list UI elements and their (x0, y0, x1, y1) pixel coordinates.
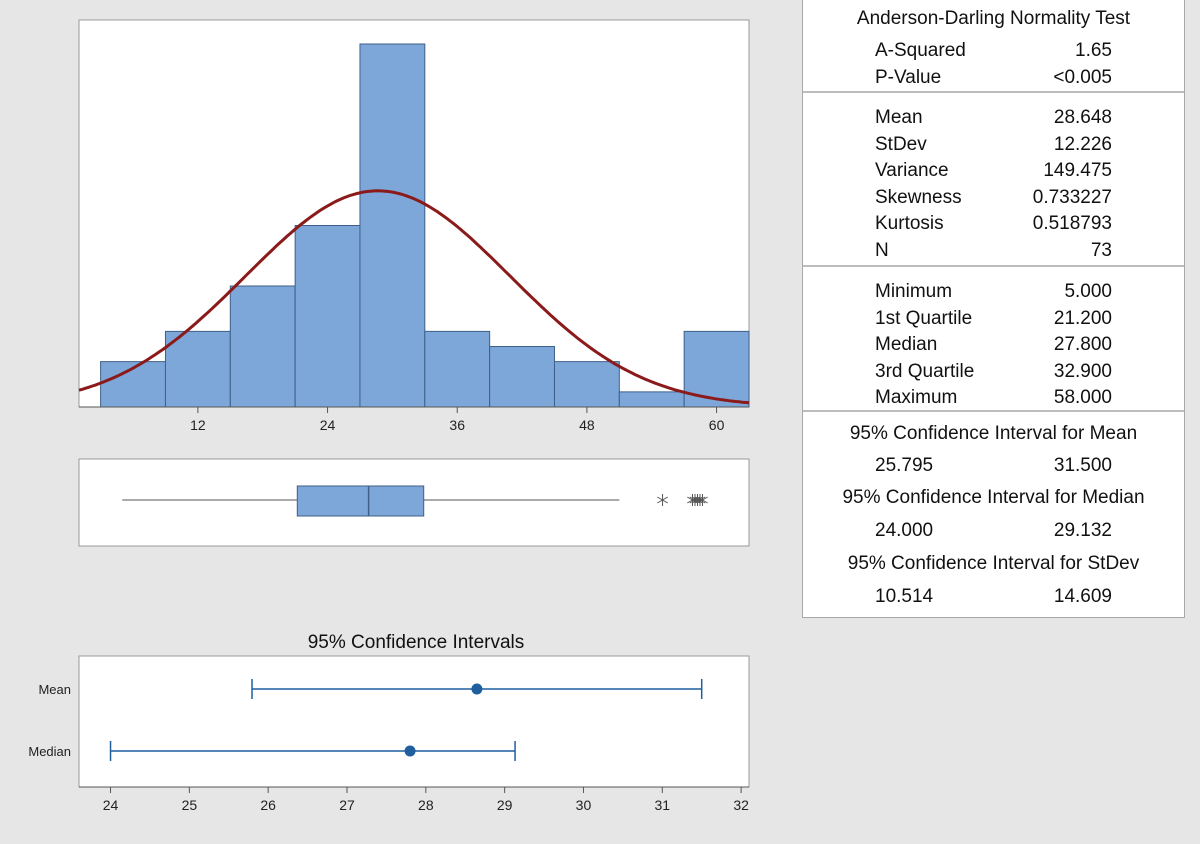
stat-value: 21.200 (1053, 307, 1112, 329)
x-tick-label: 12 (190, 417, 206, 433)
x-tick-label: 30 (576, 797, 592, 813)
ci-x-ticks: 24 25 26 27 28 29 30 31 32 (103, 787, 749, 813)
stat-row: P-Value <0.005 (803, 67, 1184, 93)
stat-value: 1.65 (1075, 40, 1112, 61)
stat-label: Mean (875, 107, 923, 128)
stat-label: StDev (875, 133, 927, 155)
stat-row: Minimum 5.000 (803, 281, 1184, 307)
histogram-x-ticks: 12 24 36 48 60 (190, 407, 725, 433)
ci-mean-title: 95% Confidence Interval for Mean (849, 423, 1138, 444)
stat-value: <0.005 (1053, 67, 1112, 88)
stat-label: Kurtosis (875, 213, 944, 234)
histogram-bar (618, 391, 685, 408)
histogram-bar (164, 330, 231, 408)
divider (803, 265, 1184, 267)
stat-label: Skewness (875, 186, 962, 208)
histogram-bar (489, 346, 555, 408)
histogram-bar (294, 225, 361, 408)
stat-row: Kurtosis 0.518793 (803, 213, 1184, 239)
ci-stdev-low: 10.514 (875, 586, 934, 607)
ci-point (404, 745, 416, 757)
stat-value: 0.733227 (1032, 186, 1112, 208)
boxplot-outlier (657, 494, 668, 506)
ci-interval-mean (251, 679, 703, 699)
stat-label: 3rd Quartile (875, 360, 975, 382)
stat-row: Maximum 58.000 (803, 387, 1184, 413)
ci-chart-title: 95% Confidence Intervals (308, 632, 525, 653)
summary-stats-panel: Anderson-Darling Normality Test A-Square… (802, 0, 1185, 618)
stat-value: 58.000 (1053, 387, 1112, 408)
ci-median-low: 24.000 (875, 520, 934, 541)
stat-label: A-Squared (875, 40, 966, 61)
boxplot-outlier (694, 494, 706, 506)
ci-category-label: Mean (38, 682, 71, 697)
stat-value: 73 (1090, 239, 1112, 261)
stat-label: Median (875, 334, 938, 355)
stat-row: A-Squared 1.65 (803, 40, 1184, 66)
normal-fit-curve (78, 189, 750, 405)
ci-category-label: Median (28, 744, 71, 759)
stat-value: 149.475 (1043, 160, 1112, 181)
ci-mean-low: 25.795 (875, 455, 934, 476)
stat-label: Maximum (875, 387, 958, 408)
histogram-bars (100, 43, 750, 408)
x-tick-label: 31 (655, 797, 671, 813)
x-tick-label: 26 (260, 797, 276, 813)
stat-label: N (875, 239, 889, 261)
stat-value: 28.648 (1053, 107, 1112, 128)
histogram-bar (424, 330, 491, 408)
ci-mean-high: 31.500 (1053, 455, 1112, 476)
ci-median-high: 29.132 (1053, 520, 1112, 541)
stat-label: P-Value (875, 67, 942, 88)
ci-stdev-high: 14.609 (1053, 586, 1112, 607)
stat-value: 32.900 (1053, 360, 1112, 382)
stat-label: Variance (875, 160, 949, 181)
ci-stdev-title: 95% Confidence Interval for StDev (847, 553, 1140, 574)
boxplot-box (296, 485, 425, 517)
stat-label: Minimum (875, 281, 953, 302)
stat-row: StDev 12.226 (803, 134, 1184, 160)
boxplot (122, 485, 708, 517)
histogram-bar (359, 43, 426, 408)
stat-row: Skewness 0.733227 (803, 187, 1184, 213)
stat-value: 27.800 (1053, 334, 1112, 355)
x-tick-label: 24 (103, 797, 119, 813)
stat-row: 1st Quartile 21.200 (803, 308, 1184, 334)
x-tick-label: 27 (339, 797, 355, 813)
ci-frame (78, 655, 750, 788)
x-tick-label: 32 (733, 797, 749, 813)
ad-test-title: Anderson-Darling Normality Test (856, 8, 1131, 29)
boxplot-outlier (692, 494, 703, 506)
stat-value: 12.226 (1053, 133, 1112, 155)
stat-row: 3rd Quartile 32.900 (803, 361, 1184, 387)
histogram-bar (553, 361, 620, 408)
stat-value: 5.000 (1064, 281, 1112, 302)
divider (803, 91, 1184, 93)
histogram-bar (229, 285, 296, 408)
ci-point (471, 683, 483, 695)
x-tick-label: 29 (497, 797, 513, 813)
boxplot-outlier (697, 494, 708, 506)
x-tick-label: 25 (182, 797, 198, 813)
stat-row: N 73 (803, 240, 1184, 266)
divider (803, 410, 1184, 412)
stat-row: Mean 28.648 (803, 107, 1184, 133)
ci-interval-median (109, 741, 516, 761)
x-tick-label: 24 (320, 417, 336, 433)
x-tick-label: 60 (709, 417, 725, 433)
ci-marks: Mean Median (28, 679, 703, 761)
ci-median-title: 95% Confidence Interval for Median (842, 487, 1145, 508)
stat-row: Median 27.800 (803, 334, 1184, 360)
chart-area: 12 24 36 48 60 95% Confidence Intervals Mean… (28, 19, 750, 813)
x-tick-label: 36 (449, 417, 465, 433)
x-tick-label: 48 (579, 417, 595, 433)
stat-label: 1st Quartile (875, 307, 973, 329)
stat-row: Variance 149.475 (803, 160, 1184, 186)
stat-value: 0.518793 (1032, 213, 1112, 234)
x-tick-label: 28 (418, 797, 434, 813)
